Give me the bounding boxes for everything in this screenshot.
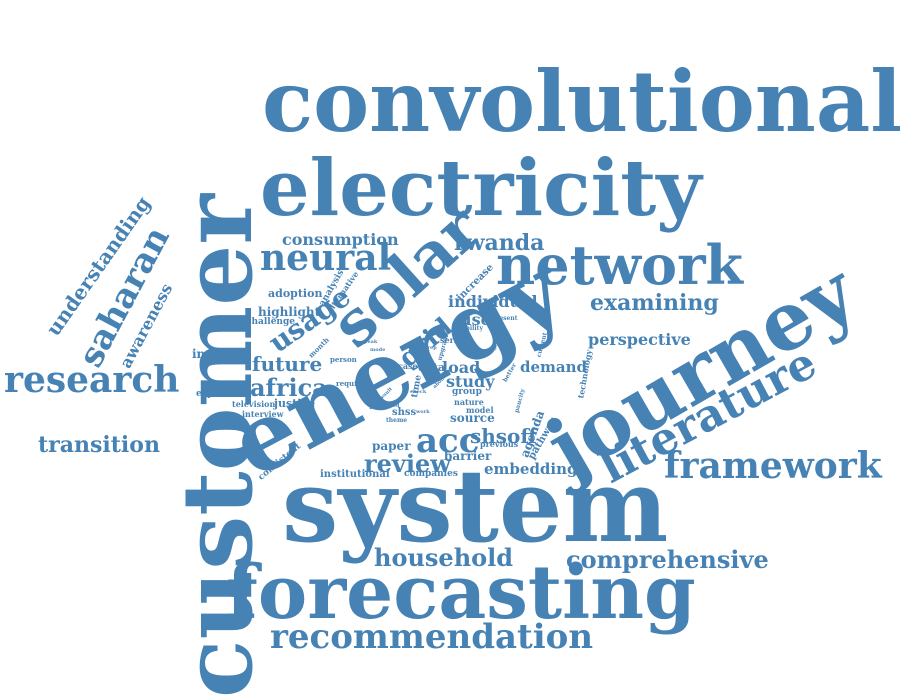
word-convolutional: convolutional — [262, 52, 900, 151]
word-companies: companies — [404, 469, 458, 479]
word-improve: improve — [192, 347, 247, 361]
word-paucity: paucity — [513, 388, 527, 414]
word-acc: acc — [416, 421, 480, 461]
word-load: load — [442, 358, 481, 377]
word-rwanda: rwanda — [454, 230, 545, 256]
word-system: system — [282, 447, 669, 565]
word-television: television — [232, 399, 276, 409]
word-consumption: consumption — [282, 230, 399, 249]
word-individual: individual — [448, 292, 538, 311]
word-model: model — [466, 405, 494, 415]
word-electricity: electricity — [260, 143, 702, 234]
word-experience: experience — [196, 389, 251, 399]
word-data: data — [418, 361, 446, 374]
word-group: group — [452, 387, 482, 397]
word-previous: previous — [480, 439, 519, 449]
word-household: household — [374, 543, 514, 572]
word-embedding: embedding — [484, 460, 578, 478]
word-forecasting: forecasting — [226, 550, 696, 636]
word-comprehensive: comprehensive — [566, 545, 769, 574]
word-transition: transition — [38, 432, 160, 458]
word-neural: neural — [260, 237, 392, 279]
word-prep: prep — [424, 345, 437, 351]
word-interview: interview — [242, 409, 284, 419]
word-source: source — [450, 411, 495, 425]
word-review: review — [364, 449, 451, 478]
word-case: case — [398, 361, 418, 371]
word-paper: paper — [372, 439, 411, 453]
word-require: require — [336, 379, 365, 388]
word-work: work — [416, 409, 430, 415]
word-adoption: adoption — [268, 287, 323, 300]
word-theme: theme — [386, 417, 408, 424]
word-network: network — [496, 233, 743, 297]
word-barrier: barrier — [444, 449, 492, 463]
word-framework: framework — [664, 445, 882, 487]
word-justice: justice — [274, 397, 316, 410]
word-study: study — [446, 372, 495, 391]
word-peak: peak — [364, 339, 378, 345]
word-viability: viability — [456, 325, 483, 332]
word-mode: mode — [370, 347, 386, 353]
word-person: person — [330, 355, 357, 364]
word-institutional: institutional — [320, 469, 390, 480]
word-user: user — [460, 310, 500, 329]
word-need: need — [386, 403, 400, 409]
word-series: series — [440, 335, 467, 345]
word-research: research — [4, 359, 180, 401]
word-africa: africa — [250, 373, 328, 402]
word-shsoff: shsoff — [470, 424, 537, 448]
word-challenge: challenge — [246, 317, 295, 327]
word-demand: demand — [520, 358, 588, 376]
word-recommendation: recommendation — [270, 617, 594, 657]
word-examining: examining — [590, 290, 719, 316]
word-shss: shss — [392, 407, 417, 418]
word-highlight: highlight — [258, 305, 321, 319]
word-nature: nature — [454, 397, 484, 407]
word-present: present — [492, 315, 518, 322]
word-perspective: perspective — [588, 330, 691, 349]
word-future: future — [252, 352, 323, 376]
word-check: check — [410, 389, 427, 395]
